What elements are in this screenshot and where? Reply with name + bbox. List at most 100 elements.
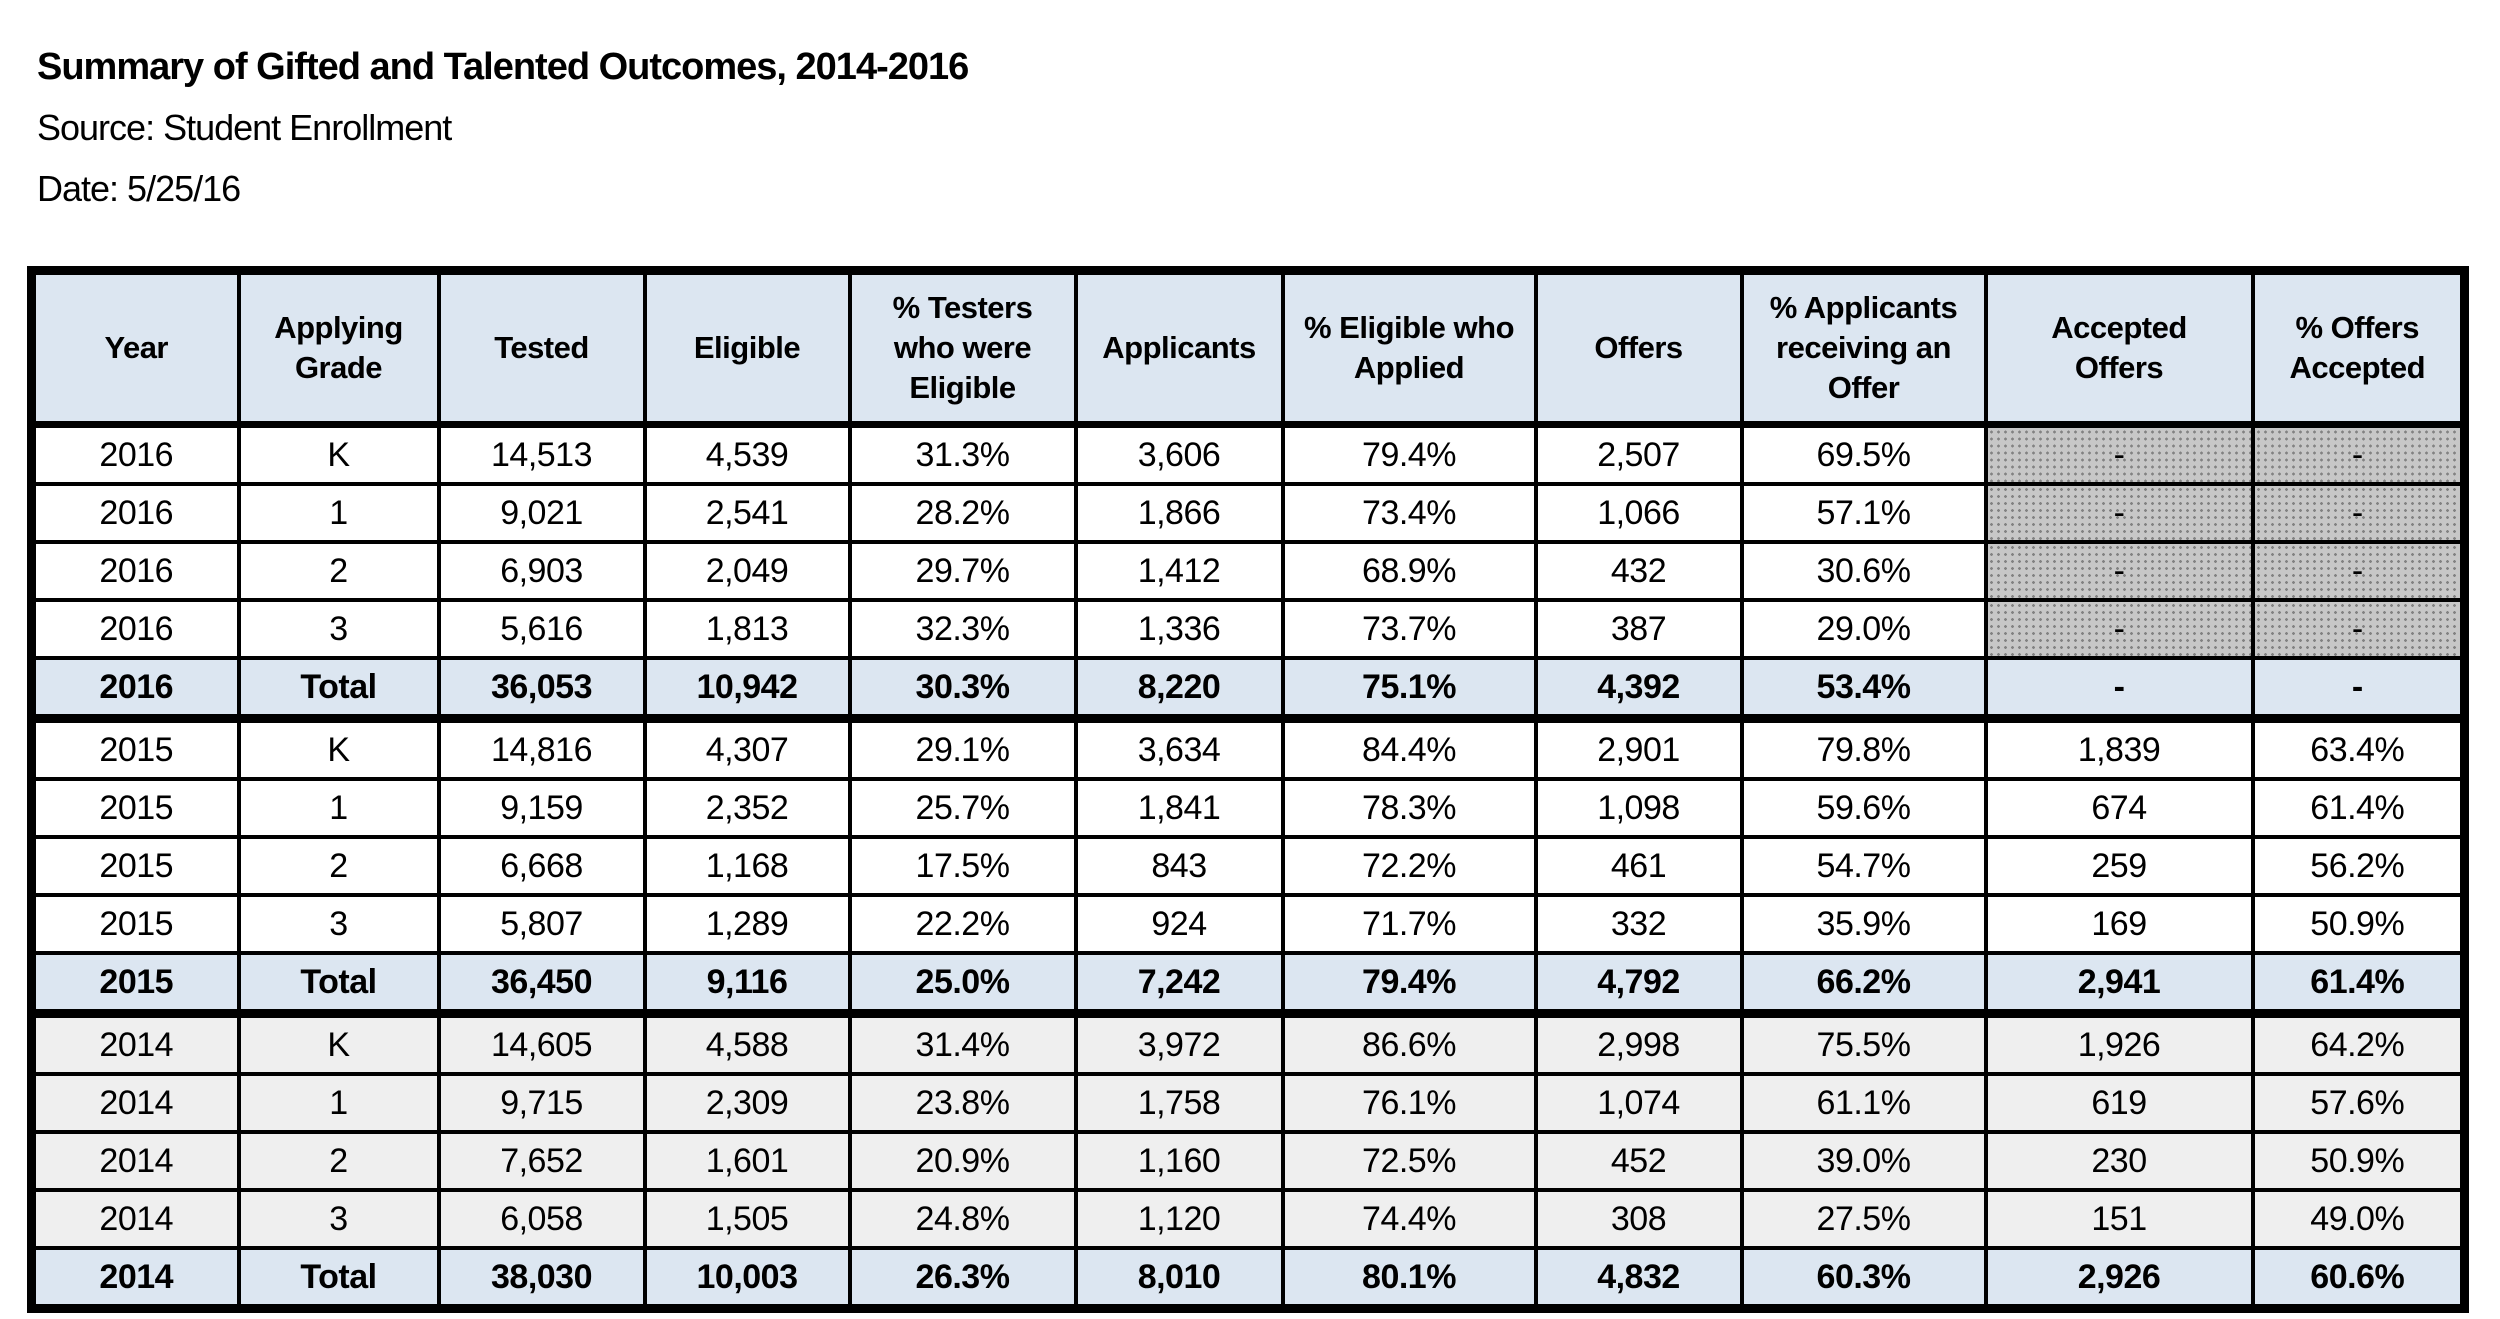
table-cell: 6,058: [436, 1188, 647, 1250]
table-cell: 3,634: [1073, 716, 1285, 781]
document-source: Source: Student Enrollment: [37, 107, 452, 148]
table-cell: 2: [236, 540, 441, 602]
table-cell: 1,505: [642, 1188, 852, 1250]
table-cell: 73.7%: [1280, 598, 1538, 660]
table-cell: -: [1983, 598, 2255, 660]
table-cell: 1,839: [1983, 716, 2255, 781]
table-cell: 5,616: [436, 598, 647, 660]
table-cell: 230: [1983, 1130, 2255, 1192]
document-date: Date: 5/25/16: [37, 168, 241, 209]
table-cell: 61.4%: [2250, 777, 2467, 839]
table-cell: 29.0%: [1739, 598, 1988, 660]
column-header-8: % Applicants receiving an Offer: [1739, 268, 1988, 428]
table-cell: 79.4%: [1280, 951, 1538, 1018]
table-row: 2016 3 5,616 1,813 32.3% 1,336 73.7% 387 29.0% - -: [29, 598, 2467, 660]
table-cell: 5,807: [436, 893, 647, 955]
table-cell: 54.7%: [1739, 835, 1988, 897]
table-cell: 75.5%: [1739, 1011, 1988, 1076]
table-cell: 619: [1983, 1072, 2255, 1134]
table-cell: 4,588: [642, 1011, 852, 1076]
table-cell: 61.4%: [2250, 951, 2467, 1018]
table-cell: 72.5%: [1280, 1130, 1538, 1192]
table-cell: 57.6%: [2250, 1072, 2467, 1134]
table-cell: -: [1983, 482, 2255, 544]
table-cell: 50.9%: [2250, 893, 2467, 955]
table-row: 2014 2 7,652 1,601 20.9% 1,160 72.5% 452 39.0% 23…: [29, 1130, 2467, 1192]
table-cell: -: [2250, 482, 2467, 544]
table-cell: 332: [1533, 893, 1744, 955]
table-cell: 30.3%: [847, 656, 1078, 723]
table-cell: 28.2%: [847, 482, 1078, 544]
table-cell: 432: [1533, 540, 1744, 602]
table-cell: 57.1%: [1739, 482, 1988, 544]
column-header-6: % Eligible who Applied: [1280, 268, 1538, 428]
header-row: Year Applying Grade Tested Eligible% Tester…: [29, 268, 2467, 428]
table-cell: 2016: [29, 422, 241, 486]
table-cell: -: [1983, 656, 2255, 723]
table-cell: 1,289: [642, 893, 852, 955]
table-cell: 2,926: [1983, 1246, 2255, 1313]
table-cell: 80.1%: [1280, 1246, 1538, 1313]
table-cell: 79.4%: [1280, 422, 1538, 486]
table-cell: 10,003: [642, 1246, 852, 1313]
table-cell: 60.3%: [1739, 1246, 1988, 1313]
table-cell: 4,792: [1533, 951, 1744, 1018]
table-cell: 36,450: [436, 951, 647, 1018]
table-cell: 1,758: [1073, 1072, 1285, 1134]
table-cell: 73.4%: [1280, 482, 1538, 544]
table-cell: 25.7%: [847, 777, 1078, 839]
table-cell: 1: [236, 777, 441, 839]
table-row: 2015 1 9,159 2,352 25.7% 1,841 78.3% 1,098 59.6%…: [29, 777, 2467, 839]
table-cell: 53.4%: [1739, 656, 1988, 723]
table-row: 2014 K 14,605 4,588 31.4% 3,972 86.6% 2,998 75.5…: [29, 1011, 2467, 1076]
table-row: 2015 3 5,807 1,289 22.2% 924 71.7% 332 35.9% 169 5…: [29, 893, 2467, 955]
table-cell: 9,116: [642, 951, 852, 1018]
table-cell: K: [236, 422, 441, 486]
column-header-0: Year: [29, 268, 241, 428]
table-row: 2015 2 6,668 1,168 17.5% 843 72.2% 461 54.7% 259 5…: [29, 835, 2467, 897]
table-cell: 8,220: [1073, 656, 1285, 723]
table-cell: 2,352: [642, 777, 852, 839]
table-cell: 2: [236, 835, 441, 897]
table-cell: 2,541: [642, 482, 852, 544]
table-cell: 66.2%: [1739, 951, 1988, 1018]
table-cell: 4,539: [642, 422, 852, 486]
table-cell: 74.4%: [1280, 1188, 1538, 1250]
table-cell: 71.7%: [1280, 893, 1538, 955]
table-cell: 1,098: [1533, 777, 1744, 839]
table-cell: -: [1983, 422, 2255, 486]
table-cell: 924: [1073, 893, 1285, 955]
table-cell: 60.6%: [2250, 1246, 2467, 1313]
column-header-9: Accepted Offers: [1983, 268, 2255, 428]
table-cell: 461: [1533, 835, 1744, 897]
table-cell: 64.2%: [2250, 1011, 2467, 1076]
table-cell: 56.2%: [2250, 835, 2467, 897]
table-cell: 259: [1983, 835, 2255, 897]
table-cell: 10,942: [642, 656, 852, 723]
table-cell: 3: [236, 1188, 441, 1250]
table-cell: 3,972: [1073, 1011, 1285, 1076]
table-cell: 1,160: [1073, 1130, 1285, 1192]
table-cell: 2,309: [642, 1072, 852, 1134]
table-cell: 8,010: [1073, 1246, 1285, 1313]
column-header-5: Applicants: [1073, 268, 1285, 428]
table-cell: 2016: [29, 598, 241, 660]
table-cell: 1,813: [642, 598, 852, 660]
table-cell: 27.5%: [1739, 1188, 1988, 1250]
table-cell: 3: [236, 598, 441, 660]
table-cell: 39.0%: [1739, 1130, 1988, 1192]
table-cell: 2014: [29, 1188, 241, 1250]
table-cell: 2014: [29, 1072, 241, 1134]
table-cell: 23.8%: [847, 1072, 1078, 1134]
table-cell: 2016: [29, 482, 241, 544]
table-cell: 387: [1533, 598, 1744, 660]
table-row: 2016 K 14,513 4,539 31.3% 3,606 79.4% 2,507 69.5…: [29, 422, 2467, 486]
table-row: 2016 2 6,903 2,049 29.7% 1,412 68.9% 432 30.6% - -: [29, 540, 2467, 602]
table-cell: 30.6%: [1739, 540, 1988, 602]
table-cell: 36,053: [436, 656, 647, 723]
table-cell: 31.4%: [847, 1011, 1078, 1076]
table-cell: 69.5%: [1739, 422, 1988, 486]
table-cell: Total: [236, 656, 441, 723]
table-cell: 151: [1983, 1188, 2255, 1250]
